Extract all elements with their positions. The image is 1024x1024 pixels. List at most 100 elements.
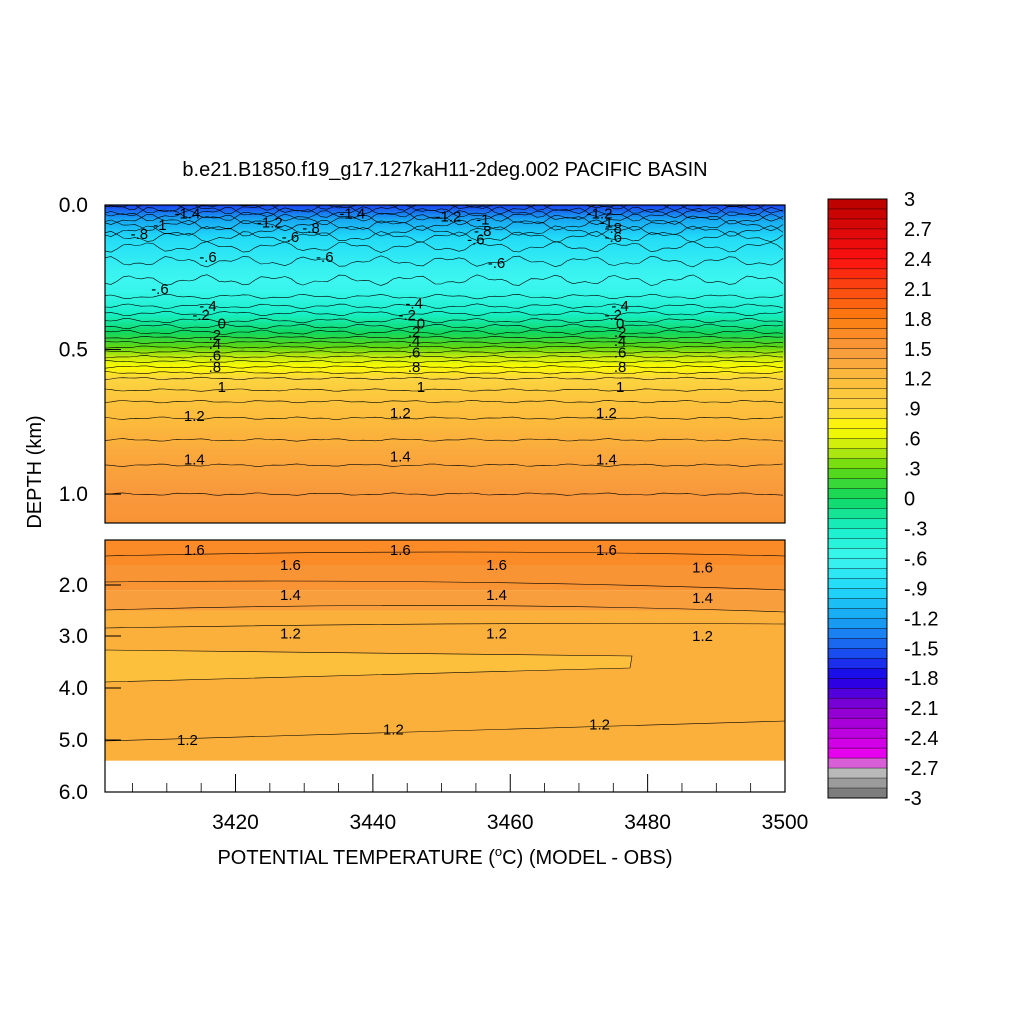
upper-fill-strip — [105, 365, 785, 368]
colorbar-label: -2.4 — [904, 728, 938, 750]
upper-fill-strip — [105, 399, 785, 402]
contour-label: -.6 — [316, 249, 334, 266]
upper-fill-strip — [105, 319, 785, 322]
contour-label: 1.6 — [280, 557, 301, 574]
upper-fill-strip — [105, 483, 785, 486]
upper-fill-strip — [105, 397, 785, 400]
x-tick-label: 3480 — [624, 811, 671, 834]
upper-fill-strip — [105, 489, 785, 492]
upper-fill-strip — [105, 231, 785, 234]
colorbar-box — [827, 328, 888, 340]
lower-contour-line — [104, 649, 633, 683]
colorbar-box — [827, 747, 888, 759]
upper-contour-line — [104, 376, 784, 381]
colorbar-label: 3 — [904, 189, 915, 211]
upper-fill-strip — [105, 207, 785, 210]
colorbar-box — [827, 258, 888, 270]
colorbar-box — [827, 628, 888, 639]
colorbar-box — [827, 548, 888, 559]
lower-fill-band — [105, 610, 785, 761]
upper-fill-strip — [105, 391, 785, 394]
colorbar-label: -1.5 — [904, 638, 938, 660]
colorbar-box — [827, 648, 888, 659]
colorbar-box — [827, 707, 888, 719]
upper-fill-strip — [105, 513, 785, 516]
lower-contour-line — [104, 580, 786, 591]
colorbar-box — [827, 248, 888, 260]
contour-label: -1.2 — [587, 206, 613, 223]
upper-fill-strip — [105, 265, 785, 268]
upper-fill-strip — [105, 457, 785, 460]
lower-fill-band — [105, 565, 785, 591]
lower-contour-line — [104, 623, 786, 629]
colorbar-label: 2.4 — [904, 249, 932, 271]
y-axis-title: DEPTH (km) — [24, 415, 46, 528]
colorbar-box — [827, 697, 888, 709]
colorbar-box — [827, 568, 888, 579]
upper-fill-strip — [105, 515, 785, 518]
lower-panel: 1.6 1.6 1.6 1.6 1.6 1.6 1.4 1.4 1.4 1.2 1.2 1.2 1.2 1… — [104, 539, 786, 793]
contour-label: 1.4 — [692, 590, 713, 607]
upper-contour-line — [104, 492, 784, 496]
upper-fill-strip — [105, 303, 785, 306]
contour-label: 1.4 — [390, 449, 411, 466]
upper-fill-strip — [105, 367, 785, 370]
upper-fill-strip — [105, 407, 785, 410]
colorbar-label: -3 — [904, 788, 922, 810]
upper-contour-line — [104, 345, 784, 349]
colorbar-label: 1.5 — [904, 339, 932, 361]
contour-label: -1 — [600, 214, 613, 231]
upper-fill-strip — [105, 215, 785, 218]
upper-contour-line — [104, 463, 784, 467]
lower-panel-fill — [105, 540, 785, 792]
upper-fill-strip — [105, 313, 785, 316]
colorbar-box — [827, 638, 888, 649]
colorbar-box — [827, 727, 888, 739]
y-tick-label: 1.0 — [59, 483, 88, 506]
upper-fill-strip — [105, 343, 785, 346]
upper-fill-strip — [105, 223, 785, 226]
upper-fill-strip — [105, 295, 785, 298]
upper-fill-strip — [105, 431, 785, 434]
upper-fill-strip — [105, 209, 785, 212]
contour-label: 1.4 — [486, 587, 507, 604]
upper-fill-strip — [105, 289, 785, 292]
upper-fill-strip — [105, 469, 785, 472]
upper-fill-strip — [105, 273, 785, 276]
upper-fill-strip — [105, 225, 785, 228]
contour-label: -.6 — [199, 249, 217, 266]
x-tick-label: 3460 — [487, 811, 534, 834]
colorbar-labels: 3 2.7 2.4 2.1 1.8 1.5 1.2 .9 .6 .3 0 -.3 -.6 -.9 -1.2 -… — [904, 189, 938, 810]
colorbar-label: .9 — [904, 399, 921, 421]
upper-fill-strip — [105, 221, 785, 224]
upper-fill-strip — [105, 331, 785, 334]
upper-fill-strip — [105, 411, 785, 414]
upper-fill-strip — [105, 321, 785, 324]
upper-fill-strip — [105, 449, 785, 452]
colorbar-box — [827, 308, 888, 320]
upper-contour-line — [104, 371, 784, 375]
upper-contour-line — [104, 206, 784, 219]
contour-label: -.6 — [488, 255, 506, 272]
upper-contour-line — [104, 355, 784, 359]
upper-fill-strip — [105, 491, 785, 494]
upper-fill-strip — [105, 511, 785, 514]
upper-fill-strip — [105, 379, 785, 382]
colorbar-box — [827, 687, 888, 699]
colorbar-box — [827, 208, 888, 220]
colorbar-box — [827, 268, 888, 280]
upper-fill-strip — [105, 415, 785, 418]
contour-label: -.4 — [199, 298, 217, 315]
colorbar-box — [827, 558, 888, 569]
contour-label: -1.2 — [436, 209, 462, 226]
contour-label: 1.2 — [589, 716, 610, 733]
y-axis-lower: 2.0 3.0 4.0 5.0 6.0 — [59, 574, 121, 804]
colorbar-box — [827, 668, 888, 679]
upper-panel-contours — [104, 204, 784, 496]
contour-label: -.6 — [605, 229, 623, 246]
colorbar-box — [827, 448, 888, 460]
colorbar-label: 0 — [904, 489, 915, 511]
y-tick-label: 6.0 — [59, 781, 88, 804]
colorbar-frame — [827, 198, 888, 799]
contour-label: -.8 — [302, 220, 320, 237]
